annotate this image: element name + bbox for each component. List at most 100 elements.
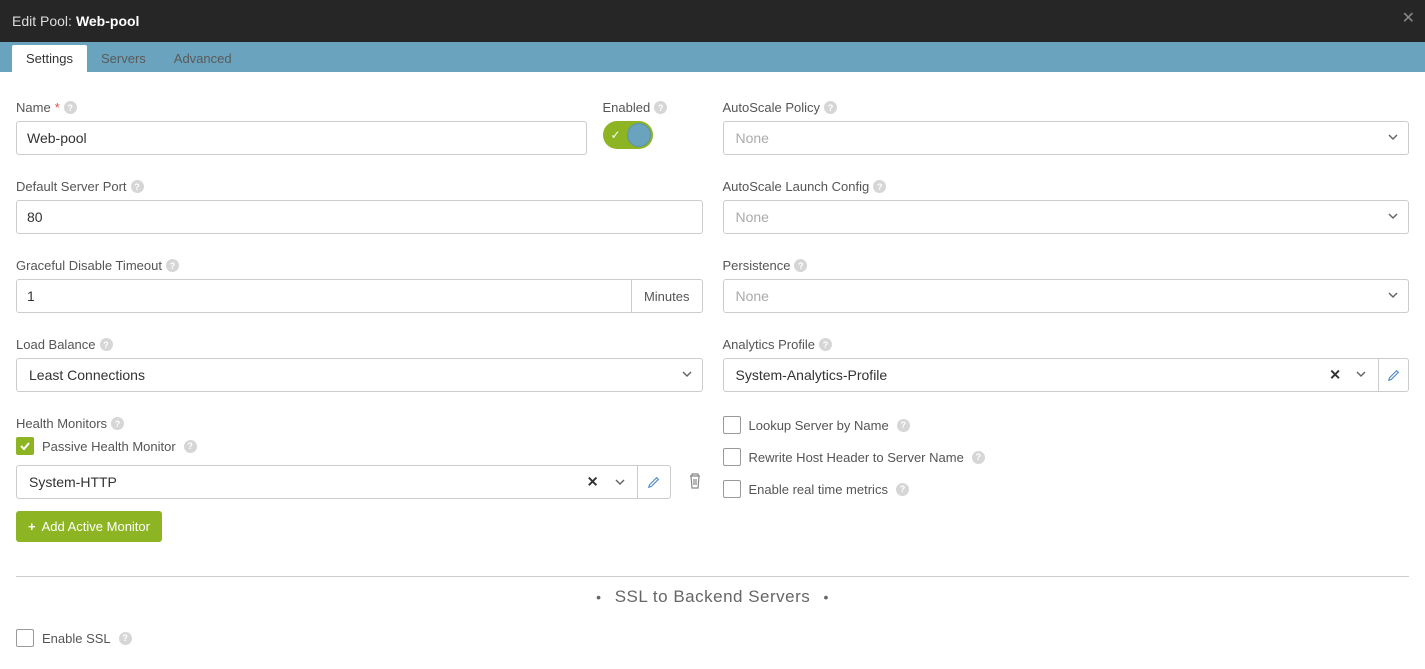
help-icon[interactable]: ? [897, 419, 910, 432]
autoscale-policy-value: None [723, 121, 1410, 155]
help-icon[interactable]: ? [119, 632, 132, 645]
help-icon[interactable]: ? [166, 259, 179, 272]
required-asterisk: * [55, 100, 60, 115]
monitor-select[interactable]: System-HTTP ✕ [16, 465, 671, 499]
persistence-label-text: Persistence [723, 258, 791, 273]
load-balance-label: Load Balance ? [16, 337, 703, 352]
graceful-label-text: Graceful Disable Timeout [16, 258, 162, 273]
lookup-checkbox[interactable] [723, 416, 741, 434]
autoscale-policy-label: AutoScale Policy ? [723, 100, 1410, 115]
help-icon[interactable]: ? [824, 101, 837, 114]
name-enabled-row: Name * ? Enabled ? ✓ [16, 100, 703, 155]
left-column: Name * ? Enabled ? ✓ Default Serv [16, 100, 703, 542]
title-prefix: Edit Pool: [12, 13, 72, 29]
load-balance-field: Load Balance ? Least Connections [16, 337, 703, 392]
graceful-label: Graceful Disable Timeout ? [16, 258, 703, 273]
default-port-label-text: Default Server Port [16, 179, 127, 194]
add-monitor-label: Add Active Monitor [42, 519, 150, 534]
rewrite-row: Rewrite Host Header to Server Name ? [723, 448, 1410, 466]
chevron-down-icon [603, 465, 637, 499]
persistence-select[interactable]: None [723, 279, 1410, 313]
graceful-field: Graceful Disable Timeout ? Minutes [16, 258, 703, 313]
persistence-label: Persistence ? [723, 258, 1410, 273]
tab-advanced[interactable]: Advanced [160, 45, 246, 72]
trash-icon[interactable] [687, 472, 703, 493]
help-icon[interactable]: ? [111, 417, 124, 430]
passive-monitor-checkbox[interactable] [16, 437, 34, 455]
help-icon[interactable]: ? [819, 338, 832, 351]
ssl-section-title: • SSL to Backend Servers • [16, 587, 1409, 607]
autoscale-launch-label: AutoScale Launch Config ? [723, 179, 1410, 194]
help-icon[interactable]: ? [131, 180, 144, 193]
dot-icon: • [824, 589, 829, 605]
default-port-input[interactable] [16, 200, 703, 234]
form-content: Name * ? Enabled ? ✓ Default Serv [0, 72, 1425, 562]
autoscale-launch-field: AutoScale Launch Config ? None [723, 179, 1410, 234]
close-icon[interactable]: ✕ [1402, 8, 1415, 28]
enabled-label-text: Enabled [603, 100, 651, 115]
autoscale-policy-label-text: AutoScale Policy [723, 100, 821, 115]
enable-ssl-label: Enable SSL [42, 631, 111, 646]
health-monitors-label-text: Health Monitors [16, 416, 107, 431]
clear-icon[interactable]: ✕ [1329, 367, 1341, 384]
analytics-wrap: System-Analytics-Profile ✕ [723, 358, 1410, 392]
title-poolname: Web-pool [76, 13, 140, 29]
load-balance-label-text: Load Balance [16, 337, 96, 352]
realtime-row: Enable real time metrics ? [723, 480, 1410, 498]
tab-settings[interactable]: Settings [12, 45, 87, 72]
analytics-field: Analytics Profile ? System-Analytics-Pro… [723, 337, 1410, 392]
default-port-label: Default Server Port ? [16, 179, 703, 194]
right-column: AutoScale Policy ? None AutoScale Launch… [723, 100, 1410, 542]
autoscale-launch-label-text: AutoScale Launch Config [723, 179, 870, 194]
autoscale-policy-select[interactable]: None [723, 121, 1410, 155]
help-icon[interactable]: ? [64, 101, 77, 114]
lookup-label: Lookup Server by Name [749, 418, 889, 433]
check-icon: ✓ [611, 128, 621, 142]
edit-monitor-button[interactable] [638, 465, 670, 499]
autoscale-policy-field: AutoScale Policy ? None [723, 100, 1410, 155]
help-icon[interactable]: ? [654, 101, 667, 114]
rewrite-checkbox[interactable] [723, 448, 741, 466]
autoscale-launch-select[interactable]: None [723, 200, 1410, 234]
tabbar: Settings Servers Advanced [0, 42, 1425, 72]
analytics-select[interactable]: System-Analytics-Profile ✕ [723, 358, 1380, 392]
load-balance-select[interactable]: Least Connections [16, 358, 703, 392]
help-icon[interactable]: ? [100, 338, 113, 351]
persistence-field: Persistence ? None [723, 258, 1410, 313]
help-icon[interactable]: ? [873, 180, 886, 193]
graceful-input-group: Minutes [16, 279, 703, 313]
dot-icon: • [596, 589, 601, 605]
passive-monitor-label: Passive Health Monitor [42, 439, 176, 454]
persistence-value: None [723, 279, 1410, 313]
graceful-input[interactable] [16, 279, 632, 313]
enabled-field: Enabled ? ✓ [603, 100, 703, 149]
autoscale-launch-value: None [723, 200, 1410, 234]
lookup-row: Lookup Server by Name ? [723, 416, 1410, 434]
graceful-unit: Minutes [632, 279, 703, 313]
modal-titlebar: Edit Pool: Web-pool ✕ [0, 0, 1425, 42]
help-icon[interactable]: ? [184, 440, 197, 453]
right-checkboxes: Lookup Server by Name ? Rewrite Host Hea… [723, 416, 1410, 498]
tab-servers[interactable]: Servers [87, 45, 160, 72]
name-label-text: Name [16, 100, 51, 115]
enabled-label: Enabled ? [603, 100, 703, 115]
enable-ssl-row: Enable SSL ? [16, 629, 1409, 647]
add-active-monitor-button[interactable]: + Add Active Monitor [16, 511, 162, 542]
monitor-row: System-HTTP ✕ [16, 465, 703, 499]
help-icon[interactable]: ? [794, 259, 807, 272]
analytics-value: System-Analytics-Profile [723, 358, 1380, 392]
rewrite-label: Rewrite Host Header to Server Name [749, 450, 964, 465]
passive-monitor-row: Passive Health Monitor ? [16, 437, 703, 455]
realtime-checkbox[interactable] [723, 480, 741, 498]
help-icon[interactable]: ? [896, 483, 909, 496]
clear-icon[interactable]: ✕ [587, 474, 599, 491]
analytics-label: Analytics Profile ? [723, 337, 1410, 352]
enabled-toggle[interactable]: ✓ [603, 121, 653, 149]
help-icon[interactable]: ? [972, 451, 985, 464]
enable-ssl-checkbox[interactable] [16, 629, 34, 647]
divider-line [16, 576, 1409, 577]
analytics-label-text: Analytics Profile [723, 337, 815, 352]
name-input[interactable] [16, 121, 587, 155]
load-balance-value: Least Connections [16, 358, 703, 392]
edit-analytics-button[interactable] [1379, 358, 1409, 392]
